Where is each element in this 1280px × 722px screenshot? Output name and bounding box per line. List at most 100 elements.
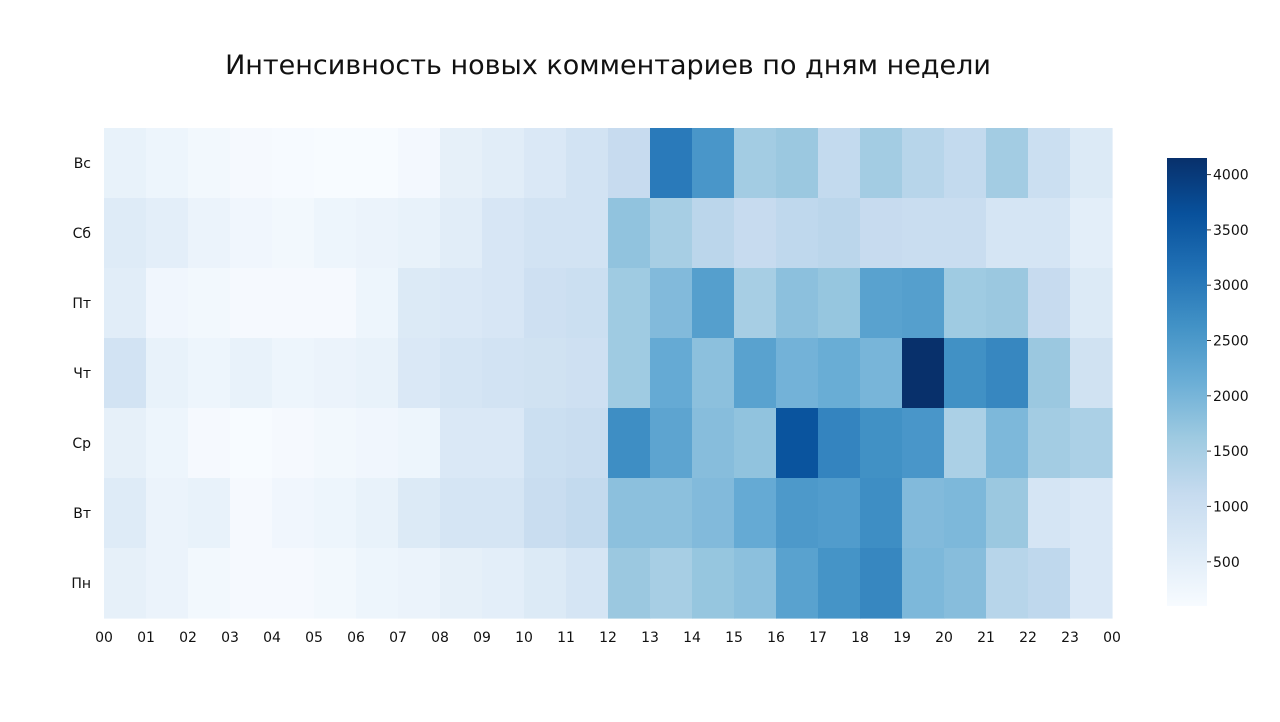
heatmap-cell (440, 478, 483, 549)
heatmap-cell (902, 478, 945, 549)
heatmap-cell (272, 408, 315, 479)
x-tick-label: 21 (977, 630, 995, 646)
heatmap-cell (314, 478, 357, 549)
heatmap-cell (650, 408, 693, 479)
x-tick-label: 03 (221, 630, 239, 646)
heatmap-cell (104, 268, 147, 339)
row-label: Вт (73, 506, 91, 522)
x-tick-label: 07 (389, 630, 407, 646)
heatmap-cell (1070, 478, 1113, 549)
heatmap-cell (734, 478, 777, 549)
heatmap-cell (188, 338, 231, 409)
heatmap-cell (650, 268, 693, 339)
heatmap-cell (860, 478, 903, 549)
heatmap-cell (272, 198, 315, 269)
x-tick-label: 10 (515, 630, 533, 646)
row-label: Пн (71, 576, 91, 592)
heatmap-cell (608, 268, 651, 339)
heatmap-cell (146, 198, 189, 269)
heatmap-cell (398, 408, 441, 479)
heatmap-cell (188, 268, 231, 339)
heatmap-cell (272, 478, 315, 549)
heatmap-cell (104, 478, 147, 549)
heatmap-cell (902, 408, 945, 479)
heatmap-cell (146, 128, 189, 199)
x-tick-label: 09 (473, 630, 491, 646)
row-labels: Вс Сб Пт Чт Ср Вт Пн (71, 156, 91, 592)
x-tick-label: 18 (851, 630, 869, 646)
x-tick-label: 05 (305, 630, 323, 646)
heatmap-cell (734, 338, 777, 409)
heatmap-cell (524, 338, 567, 409)
heatmap-cell (398, 338, 441, 409)
heatmap-cell (482, 198, 525, 269)
heatmap-cell (944, 268, 987, 339)
x-tick-label: 12 (599, 630, 617, 646)
heatmap-cell (566, 128, 609, 199)
colorbar-tick-label: 3500 (1213, 223, 1249, 239)
heatmap-cell (524, 478, 567, 549)
heatmap-cell (482, 338, 525, 409)
heatmap-cell (1028, 338, 1071, 409)
heatmap-cell (314, 548, 357, 619)
heatmap-cell (944, 408, 987, 479)
colorbar-tick-label: 1500 (1213, 444, 1249, 460)
heatmap-cell (608, 338, 651, 409)
heatmap-cell (776, 268, 819, 339)
heatmap-cell (272, 128, 315, 199)
heatmap-cell (566, 198, 609, 269)
heatmap-cell (902, 198, 945, 269)
heatmap-cell (146, 548, 189, 619)
heatmap-cell (188, 478, 231, 549)
heatmap-cell (734, 198, 777, 269)
heatmap-cell (944, 478, 987, 549)
heatmap-cell (818, 198, 861, 269)
heatmap-cell (734, 268, 777, 339)
heatmap-cell (1070, 338, 1113, 409)
heatmap-cell (818, 128, 861, 199)
x-tick-label: 00 (1103, 630, 1121, 646)
colorbar: 500 1000 1500 2000 2500 3000 3500 4000 (1167, 158, 1249, 606)
heatmap-cell (146, 338, 189, 409)
heatmap-cell (1028, 268, 1071, 339)
heatmap-cell (272, 338, 315, 409)
heatmap-cell (146, 408, 189, 479)
heatmap-cell (1070, 268, 1113, 339)
heatmap-cell (776, 198, 819, 269)
heatmap-cell (314, 338, 357, 409)
heatmap-cell (440, 338, 483, 409)
heatmap-cell (188, 408, 231, 479)
heatmap-cell (566, 408, 609, 479)
heatmap-cell (692, 408, 735, 479)
heatmap-cell (818, 478, 861, 549)
heatmap-cell (398, 128, 441, 199)
heatmap-cell (230, 268, 273, 339)
heatmap-cells (104, 128, 1113, 619)
heatmap-cell (650, 198, 693, 269)
heatmap-cell (734, 128, 777, 199)
row-label: Чт (73, 366, 91, 382)
heatmap-cell (776, 128, 819, 199)
heatmap-cell (1028, 198, 1071, 269)
x-tick-label: 17 (809, 630, 827, 646)
heatmap-cell (692, 548, 735, 619)
heatmap-cell (104, 128, 147, 199)
heatmap-cell (314, 268, 357, 339)
heatmap-cell (944, 548, 987, 619)
colorbar-tick-label: 500 (1213, 555, 1240, 571)
heatmap-cell (1070, 548, 1113, 619)
heatmap-cell (734, 548, 777, 619)
heatmap-cell (986, 338, 1029, 409)
row-label: Вс (74, 156, 91, 172)
heatmap-cell (230, 478, 273, 549)
heatmap-cell (482, 408, 525, 479)
heatmap-cell (986, 198, 1029, 269)
colorbar-gradient (1167, 158, 1207, 606)
column-labels: 00 01 02 03 04 05 06 07 08 09 10 11 12 13 14 15 16 17 18 19… (95, 630, 1121, 646)
heatmap-cell (692, 268, 735, 339)
heatmap-cell (398, 198, 441, 269)
heatmap-cell (272, 548, 315, 619)
x-tick-label: 20 (935, 630, 953, 646)
heatmap-cell (440, 128, 483, 199)
row-label: Пт (72, 296, 91, 312)
